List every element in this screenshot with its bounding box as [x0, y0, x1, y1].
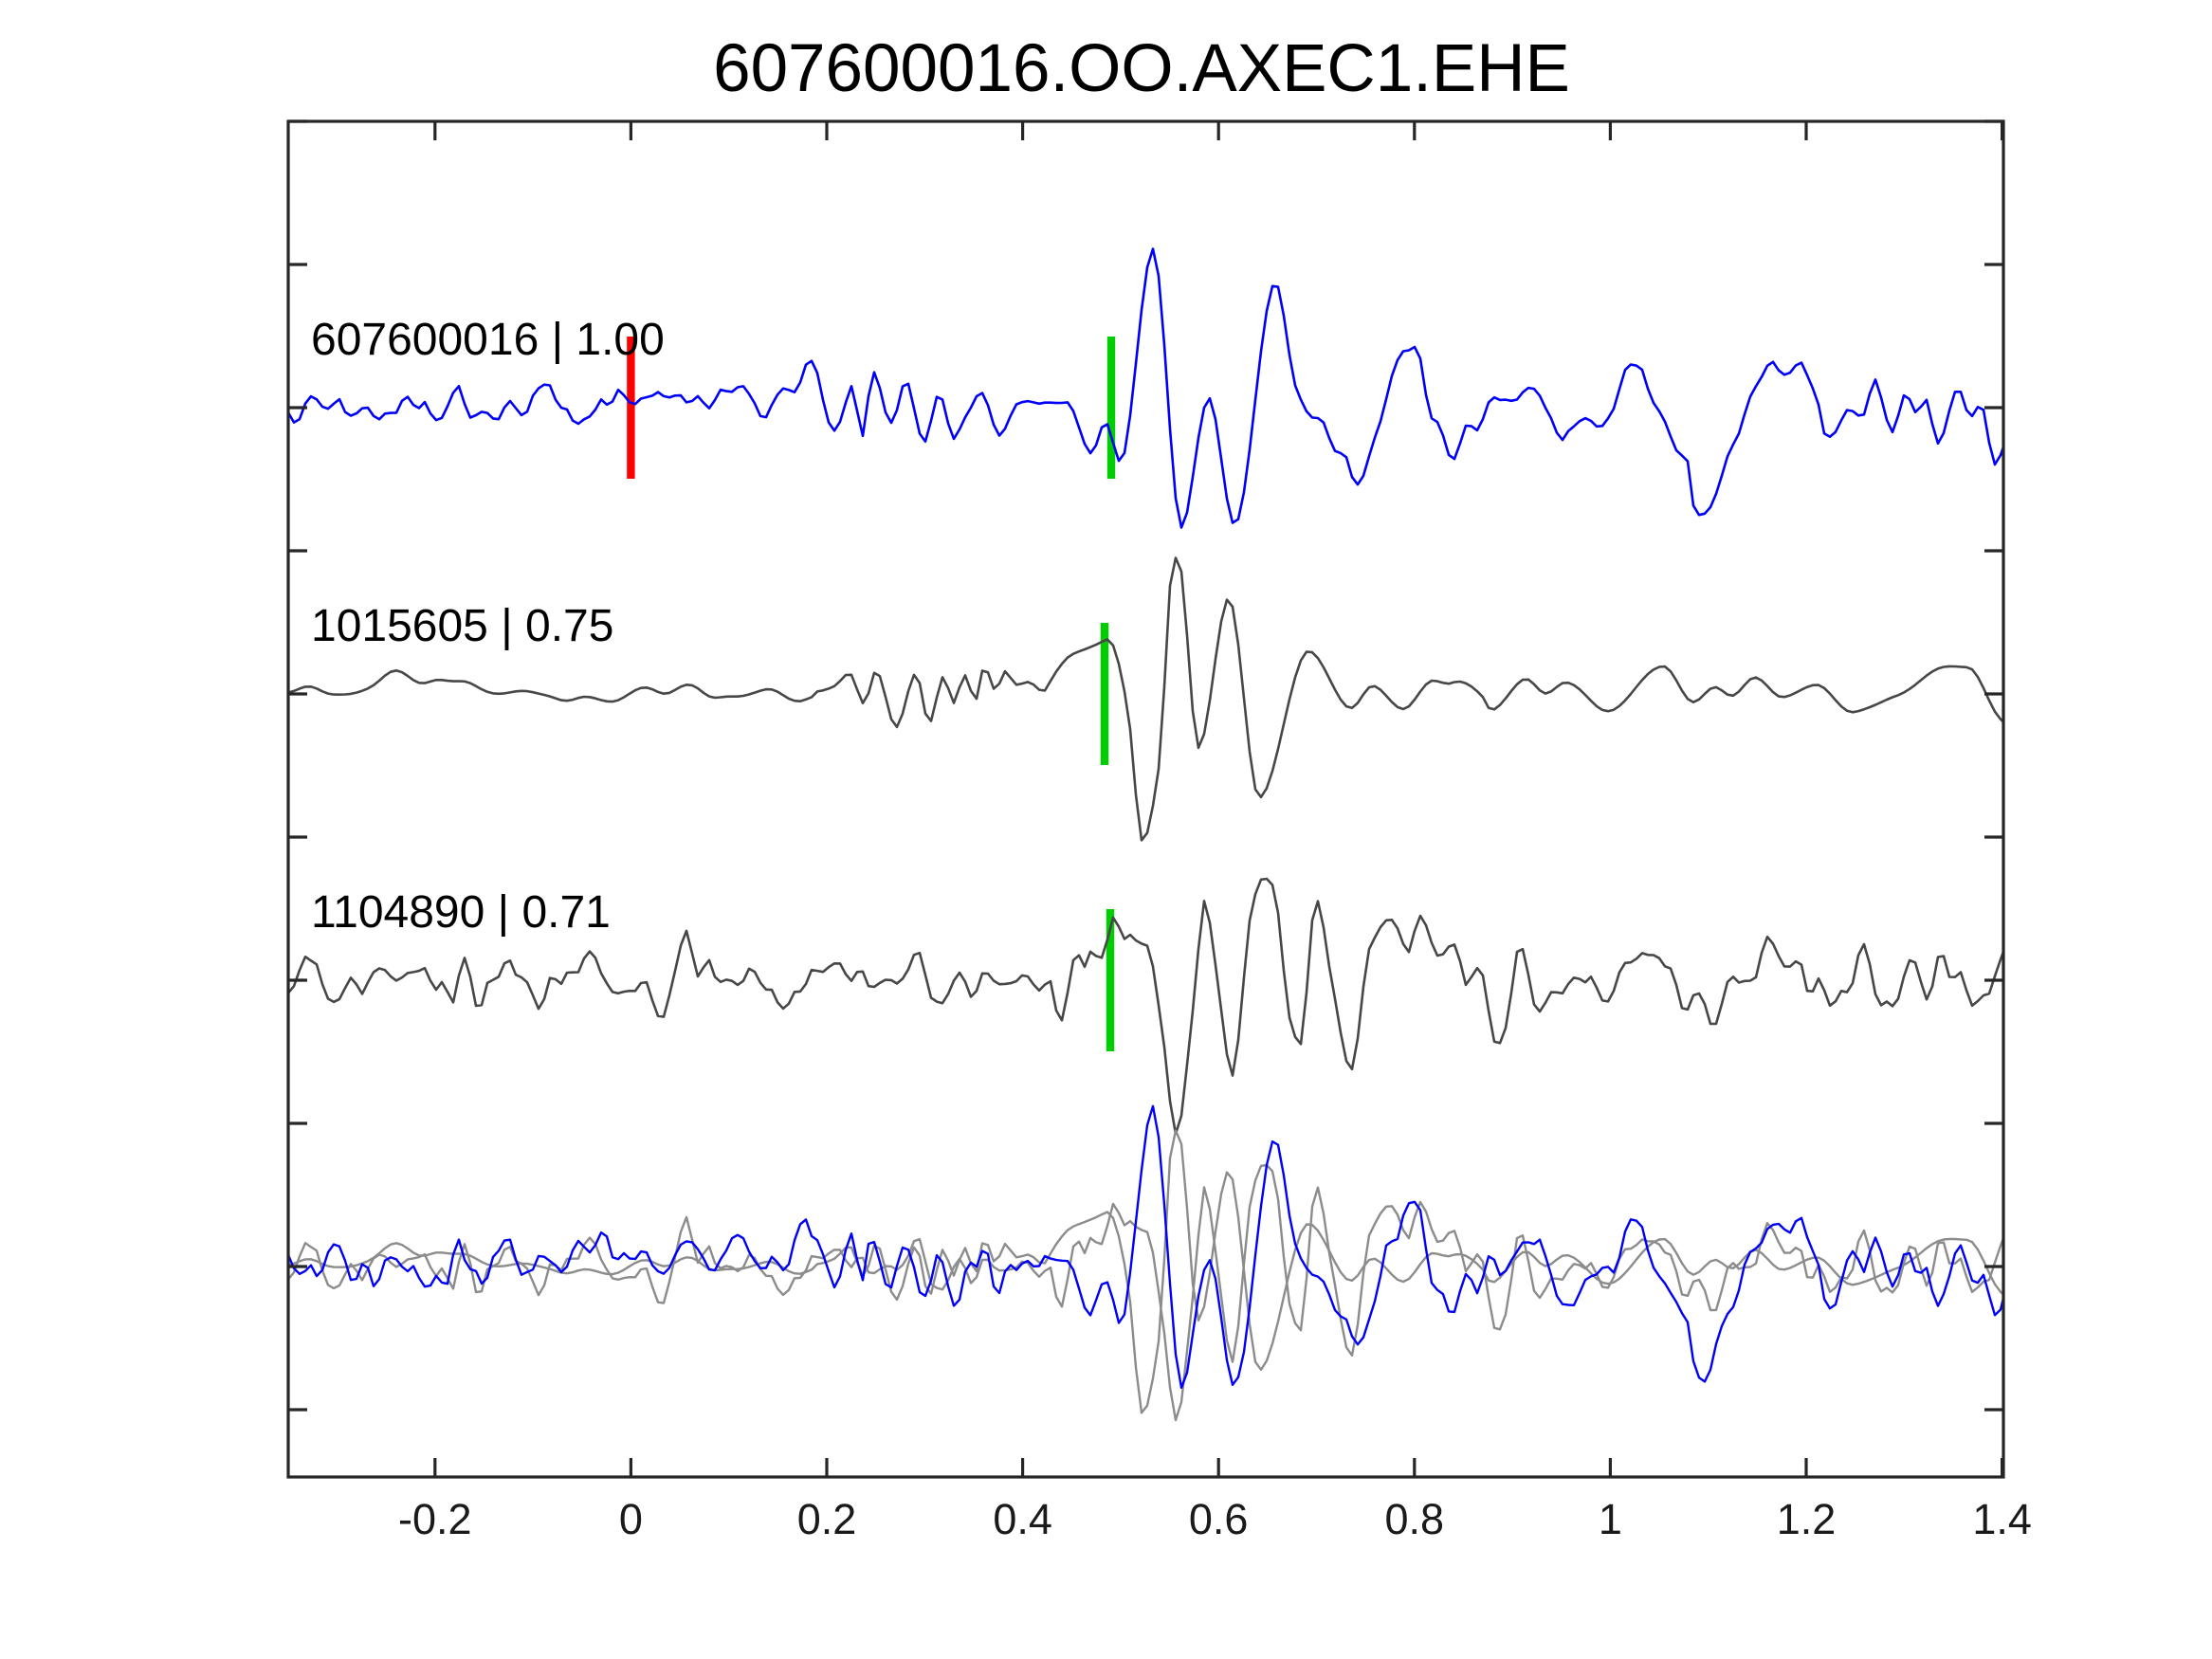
svg-text:607600016.OO.AXEC1.EHE: 607600016.OO.AXEC1.EHE: [713, 31, 1570, 106]
svg-text:1.2: 1.2: [1777, 1495, 1837, 1543]
svg-text:1.4: 1.4: [1972, 1495, 2032, 1543]
svg-text:1104890 | 0.71: 1104890 | 0.71: [311, 887, 611, 938]
svg-text:-0.2: -0.2: [398, 1495, 472, 1543]
svg-text:0.8: 0.8: [1385, 1495, 1445, 1543]
svg-text:1015605 | 0.75: 1015605 | 0.75: [311, 601, 613, 651]
svg-text:0.2: 0.2: [797, 1495, 857, 1543]
svg-text:1: 1: [1599, 1495, 1622, 1543]
svg-text:0.4: 0.4: [993, 1495, 1052, 1543]
svg-text:0: 0: [619, 1495, 643, 1543]
svg-text:607600016 | 1.00: 607600016 | 1.00: [311, 315, 665, 365]
svg-text:0.6: 0.6: [1189, 1495, 1249, 1543]
